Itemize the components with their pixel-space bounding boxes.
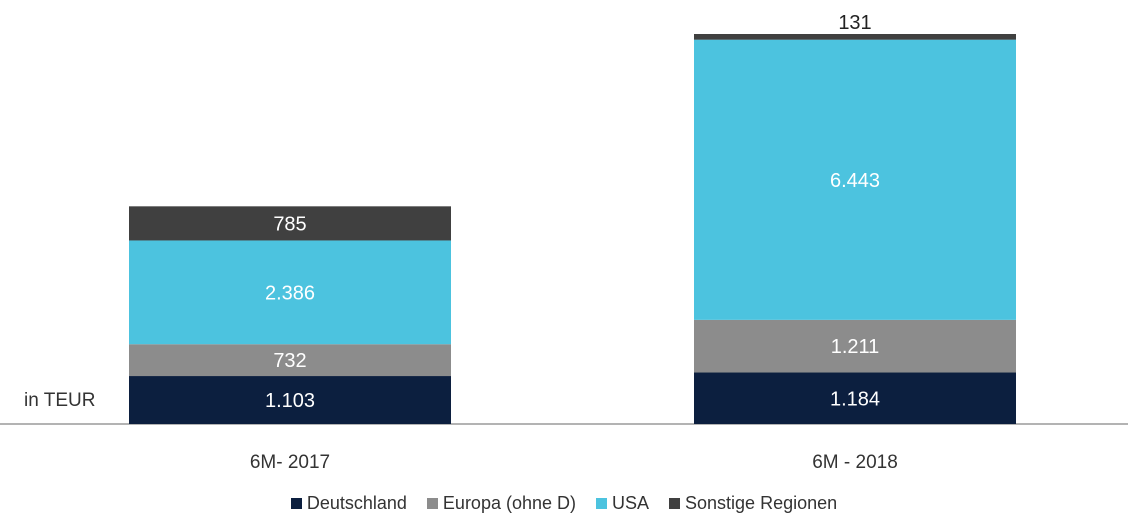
bar-segment-usa-cat-2 [694,39,1016,320]
legend-swatch-sonstige-regionen [669,498,681,509]
bar-segment-deutschland-cat-1 [129,376,451,424]
legend-label-deutschland: Deutschland [306,493,407,513]
data-label-deutschland-cat-2: 1.184 [830,388,880,410]
data-label-usa-cat-1: 2.386 [265,282,315,304]
category-label-cat-2: 6M - 2018 [812,452,898,473]
legend-item-usa: USA [596,493,649,514]
bar-segment-deutschland-cat-2 [694,372,1016,424]
data-label-deutschland-cat-1: 1.103 [265,390,315,412]
legend-swatch-europa-ohne-d [426,498,438,509]
legend: Deutschland Europa (ohne D) USA Sonstige Re… [0,493,1128,514]
bar-segment-sonstige-regionen-cat-1 [129,206,451,241]
legend-label-europa-ohne-d: Europa (ohne D) [442,493,576,513]
data-label-usa-cat-2: 6.443 [830,170,880,192]
bar-segment-europa-ohne-d-cat-1 [129,344,451,377]
legend-swatch-deutschland [290,498,302,509]
legend-swatch-usa [596,498,607,509]
category-label-cat-1: 6M- 2017 [250,452,330,473]
data-label-sonstige-regionen-cat-1: 785 [273,213,306,235]
chart-canvas: in TEUR 1.103 732 2.386 785 6M- 2017 1.184 1.2… [0,12,1128,473]
legend-item-sonstige-regionen: Sonstige Regionen [669,493,837,514]
data-label-europa-ohne-d-cat-2: 1.211 [831,336,880,358]
legend-label-usa: USA [612,493,650,513]
data-label-europa-ohne-d-cat-1: 732 [273,350,306,372]
legend-item-deutschland: Deutschland [290,493,407,514]
data-label-sonstige-regionen-cat-2: 131 [838,12,871,34]
bar-segment-sonstige-regionen-cat-2 [694,34,1016,40]
bar-segment-usa-cat-1 [129,240,451,345]
legend-item-europa-ohne-d: Europa (ohne D) [426,493,576,514]
bar-segment-europa-ohne-d-cat-2 [694,319,1016,373]
unit-label: in TEUR [24,390,95,411]
legend-label-sonstige-regionen: Sonstige Regionen [685,493,838,513]
